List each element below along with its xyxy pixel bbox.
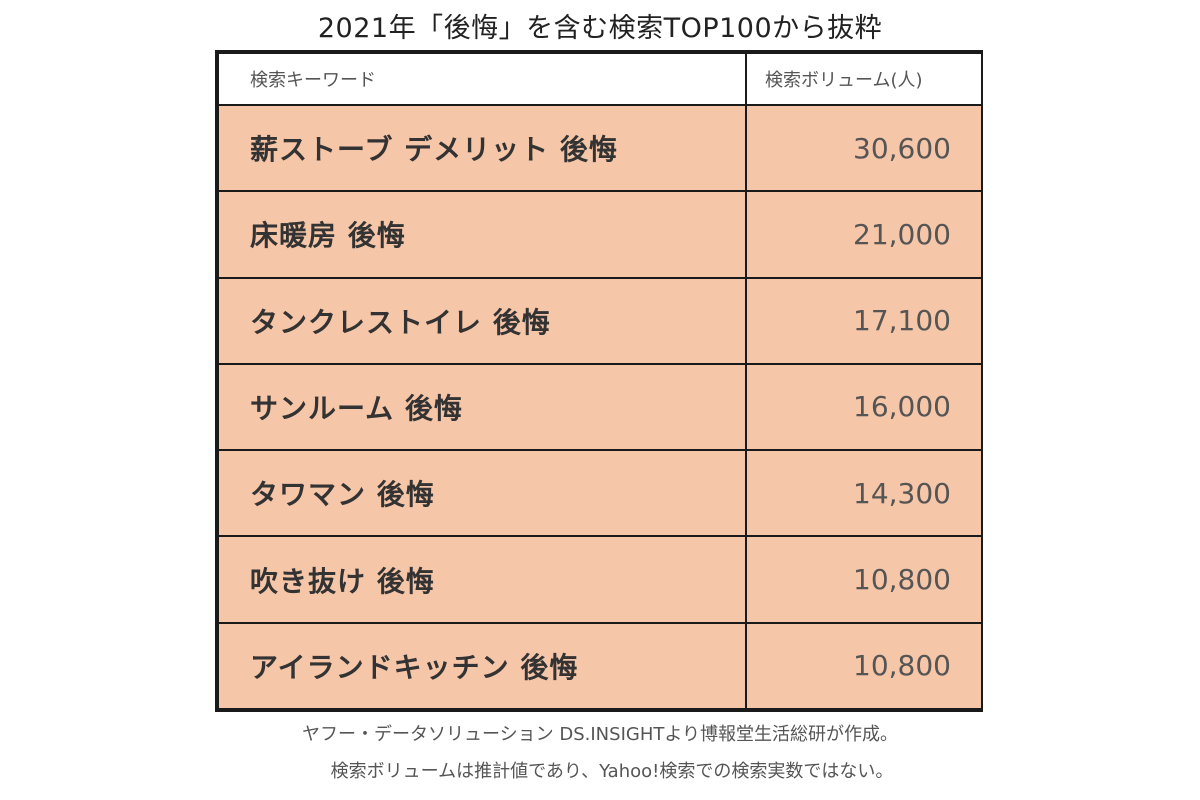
row-volume: 14,300 bbox=[745, 449, 983, 538]
table-row: 吹き抜け 後悔 10,800 bbox=[217, 535, 983, 624]
row-volume: 17,100 bbox=[745, 276, 983, 365]
table-row: サンルーム 後悔 16,000 bbox=[217, 362, 983, 452]
row-keyword: 床暖房 後悔 bbox=[217, 190, 747, 279]
row-volume: 30,600 bbox=[745, 103, 983, 193]
table-row: タンクレストイレ 後悔 17,100 bbox=[217, 276, 983, 365]
row-keyword: 薪ストーブ デメリット 後悔 bbox=[217, 103, 747, 193]
header-keyword: 検索キーワード bbox=[217, 52, 747, 106]
table-row: アイランドキッチン 後悔 10,800 bbox=[217, 621, 983, 711]
table-row: 床暖房 後悔 21,000 bbox=[217, 190, 983, 279]
chart-title: 2021年「後悔」を含む検索TOP100から抜粋 bbox=[317, 13, 883, 44]
disclaimer-note: 検索ボリュームは推計値であり、Yahoo!検索での検索実数ではない。 bbox=[330, 761, 894, 782]
row-volume: 10,800 bbox=[745, 535, 983, 624]
row-volume: 16,000 bbox=[745, 362, 983, 452]
data-table: 検索キーワード 検索ボリューム(人) 薪ストーブ デメリット 後悔 30,600… bbox=[217, 52, 983, 711]
row-keyword: タンクレストイレ 後悔 bbox=[217, 276, 747, 365]
row-volume: 21,000 bbox=[745, 190, 983, 279]
row-keyword: サンルーム 後悔 bbox=[217, 362, 747, 452]
source-note: ヤフー・データソリューション DS.INSIGHTより博報堂生活総研が作成。 bbox=[302, 724, 898, 745]
table-row: 薪ストーブ デメリット 後悔 30,600 bbox=[217, 103, 983, 193]
row-keyword: タワマン 後悔 bbox=[217, 449, 747, 538]
search-volume-table: 検索キーワード 検索ボリューム(人) 薪ストーブ デメリット 後悔 30,600… bbox=[215, 50, 983, 712]
row-keyword: 吹き抜け 後悔 bbox=[217, 535, 747, 624]
table-header-row: 検索キーワード 検索ボリューム(人) bbox=[217, 52, 983, 106]
header-volume: 検索ボリューム(人) bbox=[745, 52, 983, 106]
table-row: タワマン 後悔 14,300 bbox=[217, 449, 983, 538]
row-volume: 10,800 bbox=[745, 621, 983, 711]
row-keyword: アイランドキッチン 後悔 bbox=[217, 621, 747, 711]
